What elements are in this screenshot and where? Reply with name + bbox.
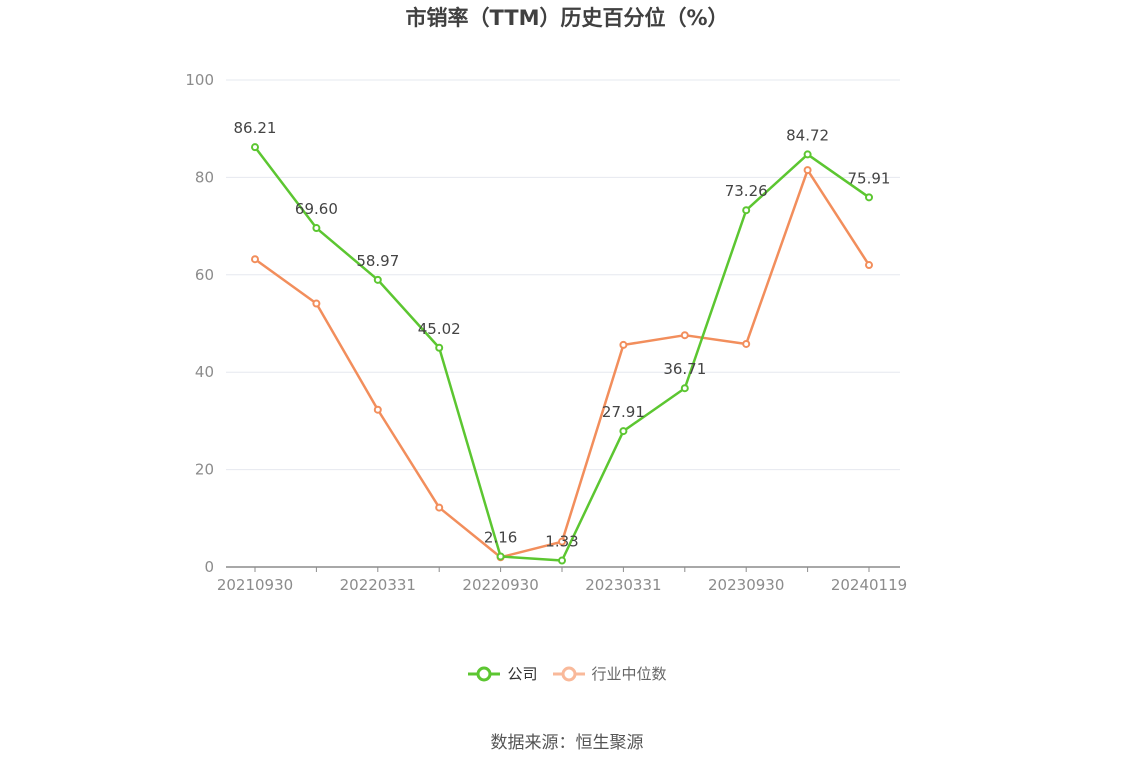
data-point-company[interactable]: [619, 427, 628, 436]
grid-lines: [226, 79, 900, 471]
x-tick-label: 20220930: [462, 576, 538, 594]
y-tick-label: 20: [195, 461, 214, 479]
series-line-industry: [254, 168, 871, 559]
y-tick-label: 80: [195, 168, 214, 186]
data-label: 84.72: [786, 126, 829, 144]
y-tick-label: 0: [204, 558, 214, 576]
data-point-industry[interactable]: [312, 299, 321, 308]
series-line-company: [254, 146, 870, 562]
legend-item-company[interactable]: 公司: [467, 663, 538, 684]
y-tick-label: 100: [185, 71, 214, 89]
x-tick-label: 20230930: [708, 576, 784, 594]
data-point-industry[interactable]: [742, 339, 751, 348]
data-point-company[interactable]: [680, 384, 689, 393]
x-tick-label: 20220331: [340, 576, 416, 594]
x-tick-label: 20210930: [217, 576, 293, 594]
data-point-company[interactable]: [251, 143, 259, 152]
x-tick-label: 20240119: [831, 576, 907, 594]
data-label: 58.97: [356, 252, 399, 270]
data-point-industry[interactable]: [680, 331, 689, 340]
data-point-company[interactable]: [865, 193, 873, 202]
series-lines: [251, 143, 873, 565]
data-point-company[interactable]: [803, 150, 812, 159]
legend-industry-label: 行业中位数: [591, 665, 667, 683]
legend-company-marker-icon: [468, 666, 501, 681]
x-tick-label: 20230331: [585, 576, 661, 594]
data-point-company[interactable]: [373, 275, 382, 284]
legend-industry-marker-icon: [552, 666, 585, 681]
data-labels: 86.21 69.60 58.97 45.02 2.16 1.33 27.91 36.71 73…: [234, 119, 891, 550]
data-point-company[interactable]: [312, 224, 321, 233]
data-label: 1.33: [545, 533, 578, 551]
data-point-company[interactable]: [496, 552, 505, 561]
data-label: 69.60: [295, 200, 338, 218]
data-point-company[interactable]: [558, 556, 566, 565]
data-label: 36.71: [663, 360, 706, 378]
data-point-industry[interactable]: [558, 537, 566, 546]
legend-item-industry[interactable]: 行业中位数: [552, 663, 667, 684]
data-point-industry[interactable]: [619, 340, 628, 349]
data-point-industry[interactable]: [435, 503, 444, 512]
legend: 公司 行业中位数: [0, 663, 1134, 684]
data-point-industry[interactable]: [803, 166, 812, 175]
data-label: 75.91: [848, 169, 891, 187]
data-label: 73.26: [725, 182, 768, 200]
y-tick-label: 40: [195, 363, 214, 381]
data-label: 45.02: [418, 320, 461, 338]
data-point-company[interactable]: [742, 206, 751, 215]
data-label: 27.91: [602, 403, 645, 421]
data-source-note: 数据来源：恒生聚源: [490, 733, 644, 753]
axes: 0 20 40 60 80 100 20210930 20220331 20220930 2023…: [185, 71, 907, 594]
chart-title: 市销率（TTM）历史百分位（%）: [405, 6, 729, 30]
data-label: 2.16: [484, 528, 517, 546]
data-label: 86.21: [234, 119, 277, 137]
data-point-industry[interactable]: [373, 405, 382, 414]
legend-company-label: 公司: [507, 665, 538, 683]
y-tick-label: 60: [195, 266, 214, 284]
data-point-industry[interactable]: [251, 255, 259, 264]
data-point-industry[interactable]: [865, 261, 873, 270]
data-point-company[interactable]: [435, 343, 444, 352]
